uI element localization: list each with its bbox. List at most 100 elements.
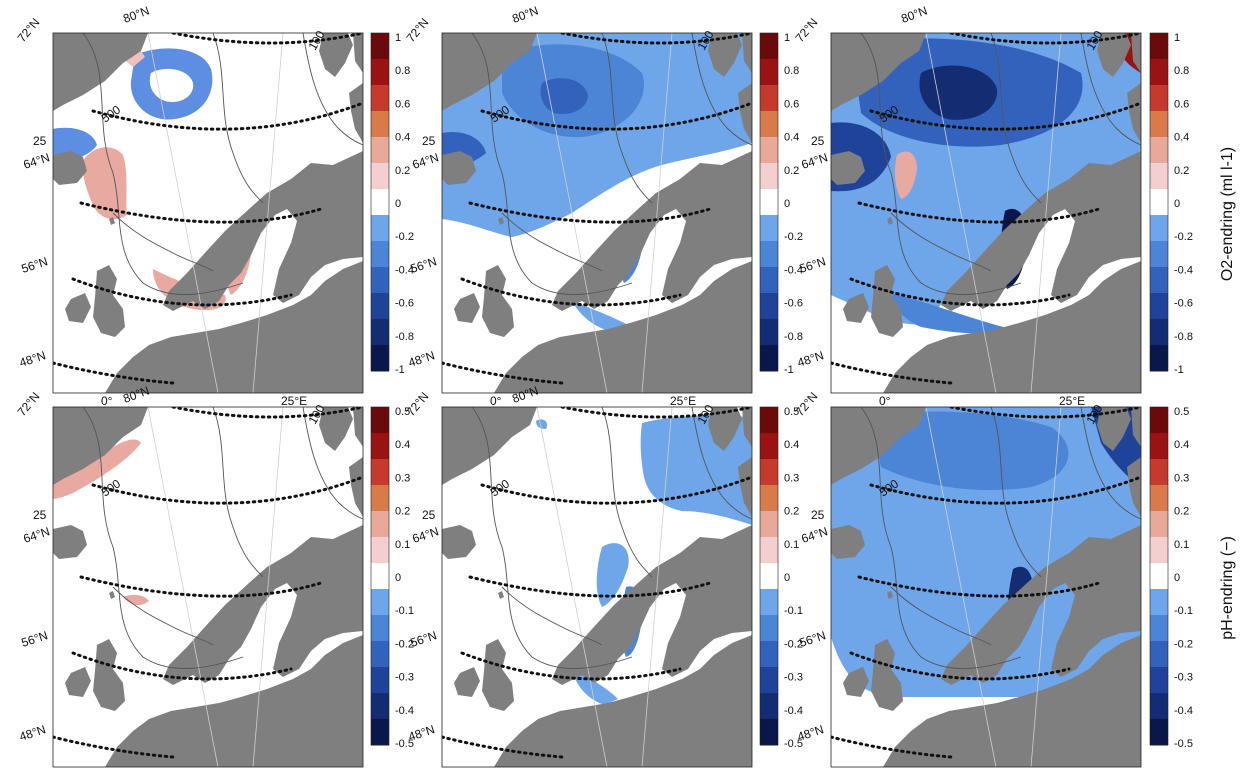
o2-decrease-patch <box>572 301 632 333</box>
map-panel-ph-2: 72°N 80°N 25 64°N 56°N 48°N 500 100 <box>404 383 753 768</box>
lat-label-80n: 80°N <box>899 3 929 25</box>
lon-label-25: 25 <box>33 134 47 148</box>
lon-label-0: 0° <box>101 394 113 408</box>
colorbar-segment <box>760 137 778 164</box>
colorbar-tick-label: 0.5 <box>1174 406 1189 418</box>
colorbar-tick-label: -0.5 <box>784 738 803 750</box>
colorbar-segment <box>760 241 778 268</box>
colorbar-tick-label: -0.4 <box>784 705 803 717</box>
lat-label-48n: 48°N <box>18 348 48 370</box>
colorbar-frame <box>1149 406 1169 746</box>
colorbar-segment <box>1150 319 1168 346</box>
colorbar-segment <box>371 433 389 460</box>
colorbar-tick-label: 0 <box>784 198 790 210</box>
colorbar-segment <box>760 33 778 60</box>
colorbar-segment <box>1150 137 1168 164</box>
colorbar-tick-label: 0.3 <box>395 472 410 484</box>
colorbar-segment <box>760 267 778 294</box>
lon-label-25: 25 <box>811 134 825 148</box>
colorbar-segment <box>371 511 389 538</box>
colorbar-segment <box>1150 33 1168 60</box>
colorbar-tick-label: -0.2 <box>784 231 803 243</box>
colorbar-segment <box>1150 111 1168 138</box>
colorbar-tick-label: -1 <box>1174 364 1184 376</box>
ph-decrease-patch <box>536 419 548 429</box>
colorbar-tick-label: -0.8 <box>1174 331 1193 343</box>
colorbar-segment <box>1150 267 1168 294</box>
colorbar-segment <box>760 719 778 746</box>
colorbar-segment <box>1150 563 1168 590</box>
lat-label-48n: 48°N <box>796 348 826 370</box>
colorbar-tick-label: 0.2 <box>1174 506 1189 518</box>
colorbar-segment <box>371 85 389 112</box>
colorbar-segment <box>371 137 389 164</box>
lat-label-48n: 48°N <box>18 722 48 744</box>
colorbar-segment <box>1150 537 1168 564</box>
lon-label-25: 25 <box>422 508 436 522</box>
colorbar-segment <box>1150 641 1168 668</box>
lat-label-64n: 64°N <box>800 150 830 172</box>
colorbar-tick-label: -0.2 <box>1174 231 1193 243</box>
colorbar-segment <box>371 163 389 190</box>
colorbar-tick-label: -0.1 <box>395 605 414 617</box>
colorbar-o2-1: 1 0.8 0.6 0.4 0.2 0 -0.2 -0.4 -0.6 -0.8 -1 <box>370 32 414 376</box>
colorbar-tick-label: -0.1 <box>784 605 803 617</box>
colorbar-segment <box>1150 667 1168 694</box>
colorbar-ph-2: 0.5 0.4 0.3 0.2 0.1 0 -0.1 -0.2 -0.3 -0.4 -0.5 <box>759 406 803 750</box>
colorbar-tick-label: -0.4 <box>1174 264 1193 276</box>
lon-label-0: 0° <box>879 394 891 408</box>
colorbar-tick-label: -0.8 <box>784 331 803 343</box>
colorbar-segment <box>760 111 778 138</box>
colorbar-tick-label: 0.4 <box>784 439 799 451</box>
colorbar-tick-label: 0.8 <box>784 65 799 77</box>
colorbar-tick-label: -0.5 <box>395 738 414 750</box>
o2-decrease-patch <box>891 293 1011 334</box>
colorbar-tick-label: 0.5 <box>784 406 799 418</box>
colorbar-tick-label: 0.3 <box>784 472 799 484</box>
lon-label-25e: 25°E <box>281 394 307 408</box>
map-panel-o2-1: 72°N 80°N 25 64°N 56°N 48°N 0° 25°E 500 … <box>15 3 364 408</box>
colorbar-tick-label: 1 <box>784 32 790 44</box>
lat-label-72n: 72°N <box>15 389 43 419</box>
colorbar-tick-label: 0 <box>395 572 401 584</box>
colorbar-segment <box>371 59 389 86</box>
colorbar-segment <box>371 485 389 512</box>
colorbar-label-o2: O2-endring (ml l-1) <box>1219 147 1236 281</box>
colorbar-segment <box>1150 189 1168 216</box>
colorbar-segment <box>1150 719 1168 746</box>
colorbar-segment <box>1150 407 1168 434</box>
colorbar-segment <box>760 563 778 590</box>
colorbar-tick-label: -0.8 <box>395 331 414 343</box>
colorbar-tick-label: 0.2 <box>395 506 410 518</box>
lat-label-72n: 72°N <box>793 15 821 45</box>
colorbar-segment <box>760 215 778 242</box>
colorbar-segment <box>760 537 778 564</box>
colorbar-tick-label: 1 <box>395 32 401 44</box>
colorbar-segment <box>371 111 389 138</box>
colorbar-segment <box>760 641 778 668</box>
colorbar-segment <box>371 615 389 642</box>
lat-label-64n: 64°N <box>22 524 52 546</box>
colorbar-frame <box>759 32 779 372</box>
lon-label-25: 25 <box>33 508 47 522</box>
colorbar-tick-label: 0.2 <box>395 165 410 177</box>
colorbar-segment <box>760 433 778 460</box>
colorbar-segment <box>760 345 778 372</box>
lon-label-25e: 25°E <box>670 394 696 408</box>
o2-decrease-patch <box>919 65 998 120</box>
colorbar-segment <box>760 407 778 434</box>
colorbar-segment <box>760 189 778 216</box>
colorbar-tick-label: -0.2 <box>1174 638 1193 650</box>
ph-decrease-patch <box>596 543 629 607</box>
colorbar-tick-label: -0.2 <box>395 638 414 650</box>
map-panel-ph-1: 72°N 80°N 25 64°N 56°N 48°N 500 100 <box>15 383 364 768</box>
colorbar-segment <box>1150 163 1168 190</box>
colorbar-segment <box>760 59 778 86</box>
colorbar-tick-label: 0.6 <box>784 98 799 110</box>
colorbar-segment <box>1150 511 1168 538</box>
colorbar-segment <box>1150 433 1168 460</box>
colorbar-segment <box>760 693 778 720</box>
colorbar-segment <box>371 407 389 434</box>
colorbar-o2-2: 1 0.8 0.6 0.4 0.2 0 -0.2 -0.4 -0.6 -0.8 -1 <box>759 32 803 376</box>
colorbar-segment <box>371 319 389 346</box>
